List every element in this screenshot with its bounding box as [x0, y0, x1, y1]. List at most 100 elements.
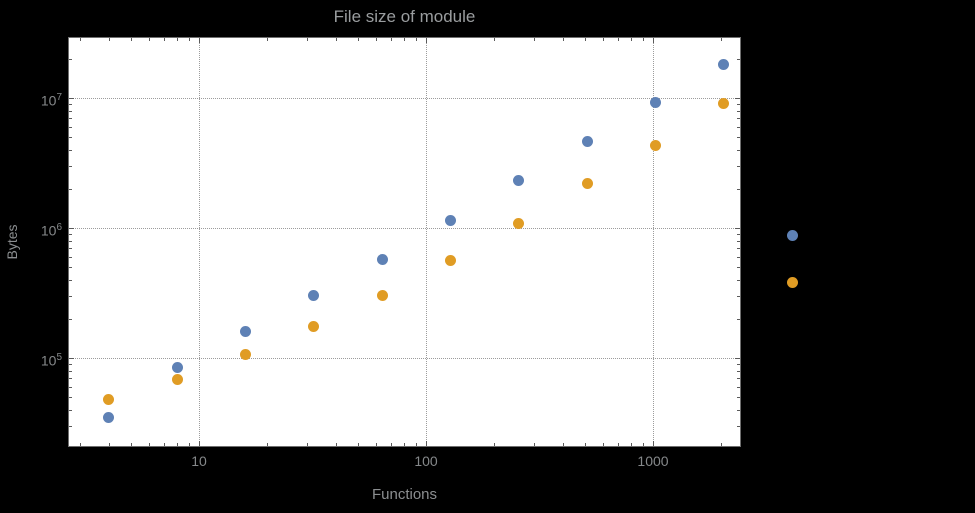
- tick-mark: [737, 425, 740, 427]
- tick-mark: [737, 378, 740, 380]
- data-point: [171, 374, 183, 386]
- data-point: [513, 218, 525, 230]
- tick-mark: [562, 443, 564, 446]
- data-point: [649, 96, 661, 108]
- data-point: [308, 290, 320, 302]
- tick-mark: [177, 443, 178, 446]
- tick-mark: [307, 38, 309, 41]
- tick-mark: [375, 38, 377, 41]
- tick-mark: [335, 38, 337, 41]
- tick-mark: [737, 279, 740, 281]
- data-point: [239, 348, 251, 360]
- tick-mark: [737, 103, 740, 105]
- tick-mark: [617, 38, 619, 41]
- tick-mark: [426, 441, 427, 446]
- y-tick-label: 106: [40, 222, 62, 239]
- tick-mark: [130, 38, 132, 41]
- tick-mark: [404, 443, 405, 446]
- data-point: [171, 361, 183, 373]
- tick-mark: [617, 443, 619, 446]
- data-point: [581, 136, 593, 148]
- tick-mark: [737, 165, 740, 167]
- y-axis-label: Bytes: [4, 224, 20, 260]
- data-point: [718, 59, 730, 71]
- data-point: [376, 290, 388, 302]
- tick-mark: [267, 443, 269, 446]
- data-point: [239, 325, 251, 337]
- tick-mark: [642, 38, 644, 41]
- tick-mark: [721, 443, 723, 446]
- tick-mark: [357, 38, 359, 41]
- tick-mark: [375, 443, 377, 446]
- tick-mark: [631, 443, 632, 446]
- tick-mark: [642, 443, 644, 446]
- tick-mark: [307, 443, 309, 446]
- gridline-horizontal: [69, 358, 740, 359]
- tick-mark: [737, 240, 740, 242]
- tick-mark: [737, 267, 740, 269]
- tick-mark: [177, 38, 178, 41]
- tick-mark: [737, 118, 740, 120]
- gridline-horizontal: [69, 228, 740, 229]
- data-point: [649, 140, 661, 152]
- tick-mark: [737, 188, 740, 190]
- tick-mark: [69, 98, 74, 99]
- tick-mark: [602, 443, 604, 446]
- tick-mark: [199, 441, 200, 446]
- gridline-vertical: [426, 38, 427, 446]
- tick-mark: [69, 165, 72, 167]
- tick-mark: [737, 149, 740, 151]
- tick-mark: [108, 443, 110, 446]
- tick-mark: [357, 443, 359, 446]
- tick-mark: [69, 378, 72, 380]
- tick-mark: [737, 409, 740, 411]
- tick-mark: [69, 386, 72, 388]
- data-point: [103, 393, 115, 405]
- tick-mark: [163, 443, 165, 446]
- tick-mark: [69, 149, 72, 151]
- tick-mark: [69, 358, 74, 359]
- tick-mark: [737, 256, 740, 258]
- tick-mark: [390, 38, 392, 41]
- tick-mark: [737, 295, 740, 297]
- tick-mark: [188, 443, 190, 446]
- tick-mark: [534, 443, 536, 446]
- x-axis-label: Functions: [371, 486, 438, 503]
- tick-mark: [494, 38, 496, 41]
- tick-mark: [69, 248, 72, 250]
- tick-mark: [653, 441, 654, 446]
- tick-mark: [737, 110, 740, 112]
- tick-mark: [737, 318, 740, 320]
- y-tick-label: 105: [40, 352, 62, 369]
- tick-mark: [631, 38, 632, 41]
- tick-mark: [130, 443, 132, 446]
- tick-mark: [737, 137, 740, 139]
- chart-title: File size of module: [333, 7, 476, 26]
- gridline-horizontal: [69, 98, 740, 99]
- tick-mark: [69, 425, 72, 427]
- tick-mark: [69, 58, 72, 60]
- tick-mark: [737, 58, 740, 60]
- tick-mark: [335, 443, 337, 446]
- tick-mark: [199, 38, 200, 43]
- tick-mark: [69, 370, 72, 372]
- unlabeled-marker: [786, 277, 798, 289]
- gridline-vertical: [199, 38, 200, 446]
- tick-mark: [390, 443, 392, 446]
- data-point: [376, 254, 388, 266]
- data-point: [513, 175, 525, 187]
- tick-mark: [69, 267, 72, 269]
- tick-mark: [69, 110, 72, 112]
- data-point: [444, 255, 456, 267]
- data-point: [308, 320, 320, 332]
- tick-mark: [737, 397, 740, 399]
- tick-mark: [69, 188, 72, 190]
- gridline-vertical: [653, 38, 654, 446]
- x-tick-label: 10: [191, 453, 207, 469]
- tick-mark: [494, 443, 496, 446]
- tick-mark: [69, 233, 72, 235]
- tick-mark: [415, 38, 417, 41]
- tick-mark: [653, 38, 654, 43]
- tick-mark: [69, 256, 72, 258]
